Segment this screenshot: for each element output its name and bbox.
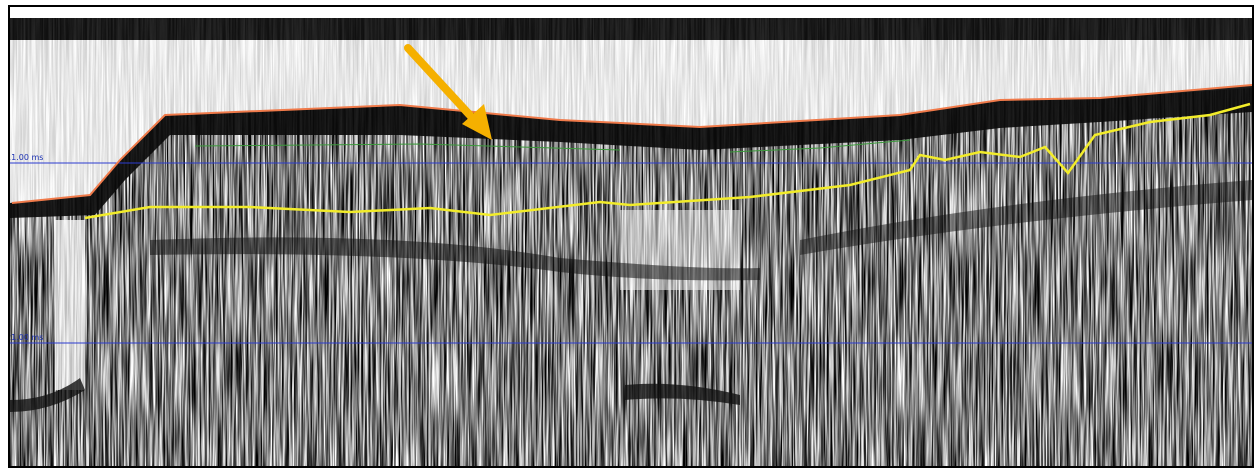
radar-image: 11.00 ms 21.00 ms [6,7,1252,466]
time-label: 21.00 ms [6,333,43,342]
time-label: 11.00 ms [6,153,43,162]
top-margin [10,7,1252,18]
pale-column [55,220,85,390]
radargram-screenshot: 11.00 ms 21.00 ms [0,0,1257,471]
top-band [10,18,1252,40]
